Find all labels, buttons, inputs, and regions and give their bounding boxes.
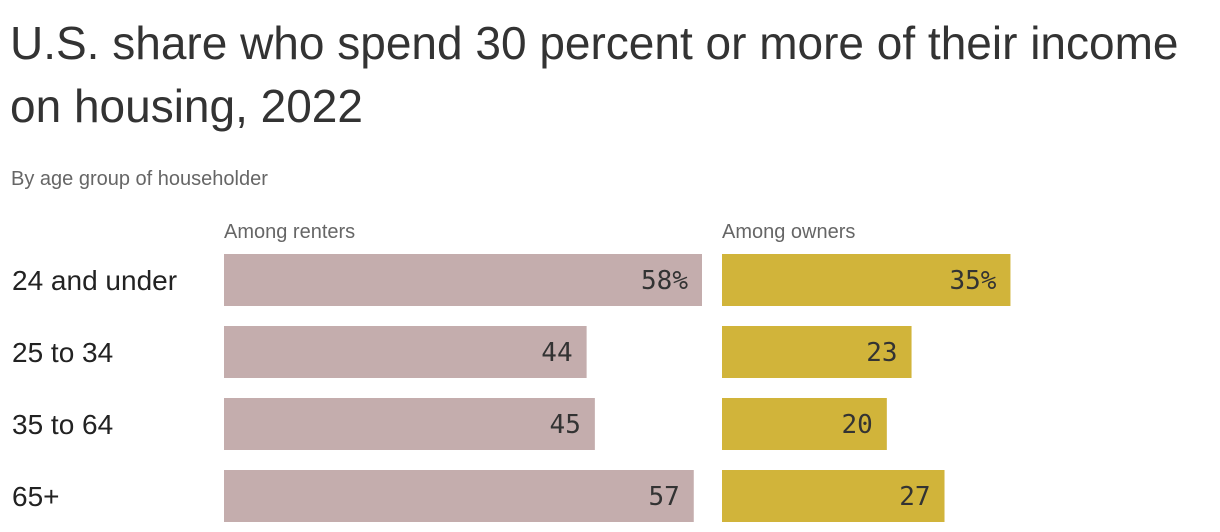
category-label: 65+ (12, 481, 60, 512)
chart-title: U.S. share who spend 30 percent or more … (10, 17, 1179, 132)
bar (224, 398, 595, 450)
category-label: 35 to 64 (12, 409, 113, 440)
bar (722, 470, 945, 522)
bar (722, 398, 887, 450)
chart-subtitle: By age group of householder (11, 168, 268, 190)
panel-title: Among owners (722, 221, 855, 243)
category-label: 25 to 34 (12, 337, 113, 368)
bar-value-label: 23 (866, 338, 897, 368)
bar-value-label: 27 (899, 482, 930, 512)
category-label: 24 and under (12, 265, 177, 296)
bar (224, 254, 702, 306)
bar (722, 326, 912, 378)
bar-chart: 24 and under 25 to 34 35 to 64 65+ Among ren… (12, 221, 1011, 522)
bar (722, 254, 1011, 306)
bar (224, 326, 587, 378)
bar-value-label: 57 (648, 482, 679, 512)
panel-title: Among renters (224, 221, 355, 243)
bar-value-label: 44 (541, 338, 572, 368)
bar-value-label: 20 (842, 410, 873, 440)
bar-value-label: 45 (550, 410, 581, 440)
bar (224, 470, 694, 522)
bar-value-label: 35% (949, 266, 996, 296)
bar-value-label: 58% (641, 266, 688, 296)
